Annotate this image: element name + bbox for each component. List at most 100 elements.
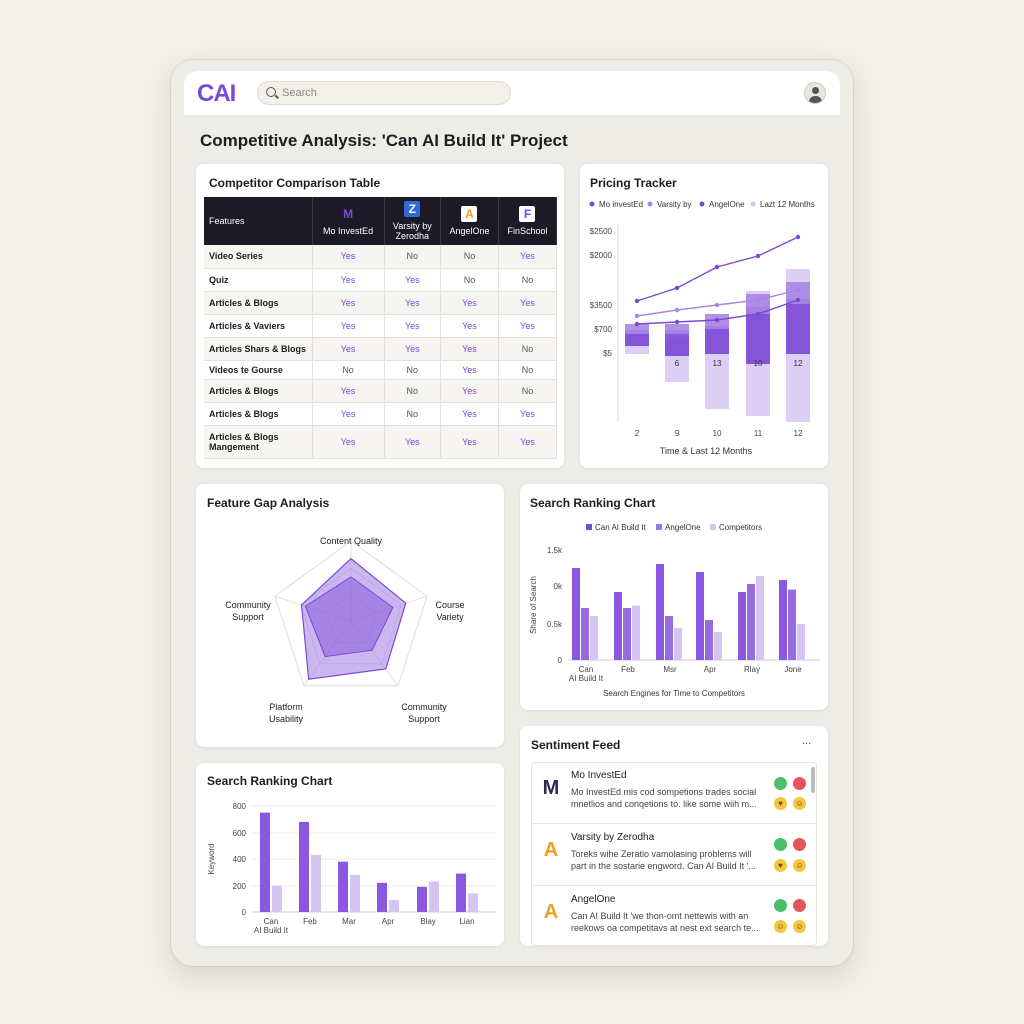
x-tick-label: 11 (754, 429, 763, 438)
feed-item[interactable]: A Varsity by Zerodha Toreks wihe Zeratio… (531, 824, 817, 886)
x-tick-sublabel: AI Build It (569, 674, 604, 683)
feature-name-cell: Articles Shars & Blogs (204, 337, 313, 361)
radar-area (304, 576, 394, 658)
radar-axis-label: Community (225, 600, 271, 610)
smile-emoji-icon: ☺ (793, 859, 806, 872)
feature-gap-title: Feature Gap Analysis (207, 496, 330, 510)
more-options-icon[interactable]: ... (802, 735, 812, 747)
legend-label: AngelOne (709, 200, 745, 209)
app-logo[interactable]: CAI (197, 80, 236, 107)
table-row: Articles & Blogs Yes No Yes No (204, 379, 558, 403)
feature-name-cell: Quiz (204, 268, 313, 292)
feed-item[interactable]: M Mo InvestEd Mo InvestEd mis cod sompet… (531, 762, 817, 824)
legend-swatch (656, 524, 662, 530)
angelone-logo-icon: A (461, 206, 478, 222)
x-tick-label: Can (264, 917, 279, 926)
table-header-features: Features (204, 197, 313, 245)
angelone-logo-icon: A (543, 901, 559, 923)
ranking-bar (590, 616, 598, 660)
feature-name-cell: Articles & Vaviers (204, 314, 313, 338)
legend-marker (699, 201, 705, 207)
feed-item-name: AngelOne (571, 894, 616, 905)
table-cell: No (498, 337, 558, 361)
feed-item[interactable]: A AngelOne Can AI Build It 'we thon-omt … (531, 886, 817, 944)
mo-invested-logo-icon: M (343, 207, 354, 221)
table-row: Articles & Blogs Mangement Yes Yes Yes Yes (204, 425, 558, 459)
positive-indicator-icon (774, 777, 787, 790)
competitor-name: Varsity by (392, 221, 432, 231)
legend-label: Varsity by (657, 200, 692, 209)
y-tick-label: $700 (594, 325, 612, 334)
ranking-bar (311, 855, 321, 912)
bar-label: 12 (794, 359, 803, 368)
table-cell: No (384, 379, 441, 403)
ranking-bar (377, 882, 387, 912)
y-tick-label: $2500 (590, 227, 613, 236)
search-input[interactable] (257, 81, 511, 105)
table-row: Articles & Vaviers Yes Yes Yes Yes (204, 314, 558, 338)
price-bar (665, 324, 689, 334)
legend-label: Can AI Build It (595, 523, 646, 532)
feature-name-cell: Articles & Blogs (204, 291, 313, 315)
bar-label: 10 (754, 359, 763, 368)
x-axis-title: Search Engines for Time to Competitors (603, 689, 745, 698)
table-cell: Yes (440, 337, 499, 361)
feature-name-cell: Video Series (204, 245, 313, 269)
table-cell: No (498, 268, 558, 292)
negative-indicator-icon (793, 838, 806, 851)
ranking-bar (581, 608, 589, 660)
search-ranking-card-bottom (196, 763, 504, 946)
table-cell: Yes (440, 379, 499, 403)
radar-axis-label: Usability (269, 714, 304, 724)
legend-swatch (586, 524, 592, 530)
y-tick-label: 600 (233, 829, 247, 838)
feature-gap-radar-chart: Content Quality Course Variety Community Sup… (225, 536, 464, 724)
legend-label: AngelOne (665, 523, 701, 532)
table-header-angelone: A AngelOne (440, 197, 499, 245)
ranking-bar (747, 584, 755, 660)
price-point (634, 321, 640, 327)
avatar[interactable] (804, 82, 826, 104)
page-title: Competitive Analysis: 'Can AI Build It' … (200, 131, 568, 150)
y-axis-title: Keyword (207, 843, 216, 874)
ranking-bar (389, 900, 399, 912)
table-cell: Yes (312, 268, 385, 292)
table-cell: No (440, 245, 499, 269)
table-cell: Yes (498, 314, 558, 338)
table-cell: Yes (440, 360, 499, 380)
y-tick-label: $2000 (590, 251, 613, 260)
search-ranking-title-top: Search Ranking Chart (530, 496, 656, 510)
table-header-mo-invested: M Mo InvestEd (312, 197, 385, 245)
competitor-name: AngelOne (449, 226, 490, 236)
table-cell: Yes (384, 268, 441, 292)
negative-indicator-icon (793, 899, 806, 912)
sentiment-feed-list[interactable] (531, 762, 817, 946)
y-tick-label: 0k (554, 582, 563, 591)
ranking-bar (656, 564, 664, 660)
radar-axis-label: Platform (269, 702, 303, 712)
price-point (714, 302, 720, 308)
price-point (795, 234, 801, 240)
price-point (714, 264, 720, 270)
feed-scrollbar[interactable] (811, 767, 815, 793)
y-tick-label: $5 (603, 349, 612, 358)
smile-emoji-icon: ☺ (793, 797, 806, 810)
varsity-logo-icon: Z (404, 201, 421, 217)
feed-item-text: Mo InvestEd mis cod sompetions trades so… (571, 787, 757, 809)
table-cell: Yes (440, 291, 499, 315)
table-cell: No (384, 360, 441, 380)
legend-label: Competitors (719, 523, 762, 532)
radar-axis-label: Course (435, 600, 464, 610)
price-bar (665, 330, 689, 356)
table-cell: Yes (312, 245, 385, 269)
table-cell: Yes (440, 402, 499, 426)
table-cell: No (440, 268, 499, 292)
ranking-bar (714, 632, 722, 660)
comparison-table-title: Competitor Comparison Table (209, 176, 381, 190)
x-tick-label: Apr (382, 917, 395, 926)
x-axis-title: Time & Last 12 Months (660, 446, 753, 456)
feature-name-cell: Articles & Blogs Mangement (204, 425, 313, 459)
search-ranking-chart-bottom: 800 600 400 200 0 Keyword Can Feb Mar Apr Blay Lian… (207, 802, 496, 935)
ranking-bar (632, 605, 640, 660)
ranking-bar (614, 592, 622, 660)
